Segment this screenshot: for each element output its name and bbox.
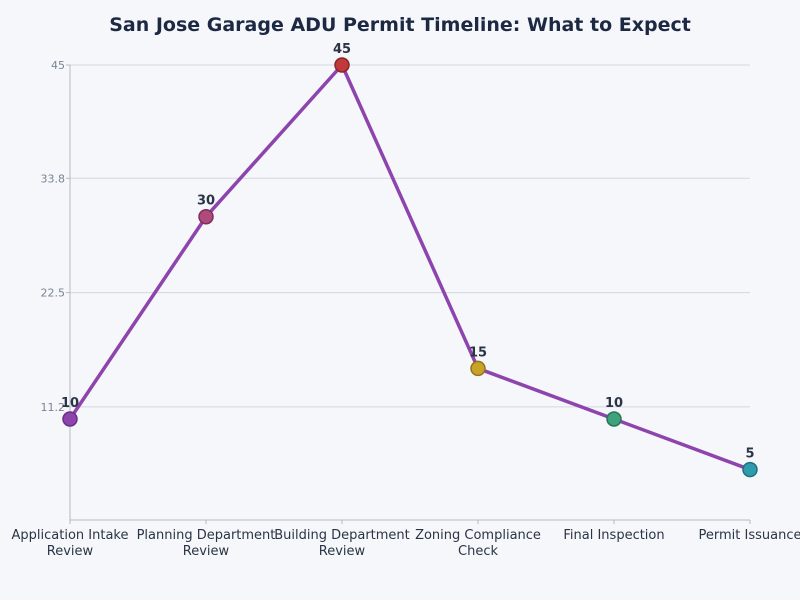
chart-title: San Jose Garage ADU Permit Timeline: Wha… <box>109 14 691 36</box>
data-point <box>470 360 486 377</box>
x-tick-label: Planning Department Review <box>137 528 276 559</box>
data-label: 30 <box>197 194 215 209</box>
y-tick-label: 45 <box>51 59 65 72</box>
data-point <box>606 411 622 427</box>
data-point <box>62 411 78 427</box>
series-line <box>68 63 752 472</box>
x-tick-label: Final Inspection <box>563 528 664 543</box>
y-tick-label: 11.2 <box>41 401 66 414</box>
y-tick-label: 33.8 <box>41 172 66 185</box>
x-tick-label: Permit Issuance <box>699 528 800 543</box>
data-label: 15 <box>469 345 487 360</box>
data-point <box>198 208 214 225</box>
data-label: 5 <box>745 447 754 462</box>
x-tick-label: Zoning Compliance Check <box>415 528 541 559</box>
data-point <box>742 461 758 478</box>
data-label: 45 <box>333 42 351 57</box>
data-label: 10 <box>61 396 79 411</box>
x-tick-label: Application Intake Review <box>12 528 129 559</box>
data-label: 10 <box>605 396 623 411</box>
x-tick-label: Building Department Review <box>274 528 410 559</box>
y-tick-label: 22.5 <box>41 287 66 300</box>
data-point <box>334 57 350 73</box>
